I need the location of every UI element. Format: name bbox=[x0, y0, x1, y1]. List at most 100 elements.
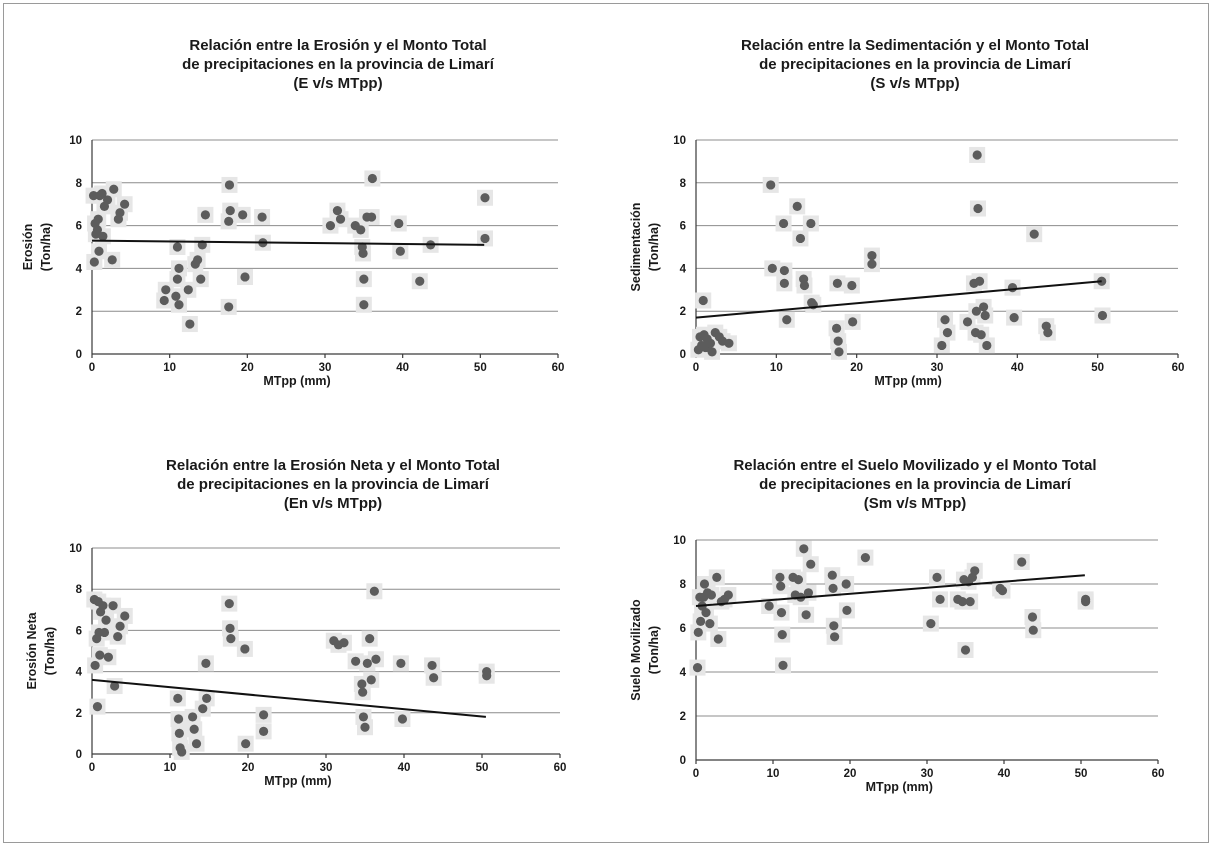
data-point bbox=[120, 611, 130, 621]
data-point bbox=[174, 728, 184, 739]
chart-title-line: de precipitaciones en la provincia de Li… bbox=[759, 56, 1072, 73]
y-tick-label: 2 bbox=[76, 306, 82, 318]
data-point bbox=[847, 280, 857, 291]
x-tick-label: 20 bbox=[844, 768, 857, 780]
data-point bbox=[842, 605, 852, 616]
data-point bbox=[159, 295, 169, 306]
data-point bbox=[997, 586, 1008, 596]
x-tick-label: 10 bbox=[163, 362, 176, 374]
data-point bbox=[801, 610, 811, 620]
data-point bbox=[795, 233, 806, 244]
data-point bbox=[224, 302, 234, 312]
data-point bbox=[976, 330, 986, 340]
data-point bbox=[972, 150, 982, 160]
data-point bbox=[828, 583, 838, 594]
y-tick-label: 6 bbox=[680, 221, 686, 233]
y-axis-title-line: (Ton/ha) bbox=[43, 627, 57, 675]
data-point bbox=[367, 212, 377, 222]
data-point bbox=[982, 340, 992, 351]
data-point bbox=[1027, 612, 1038, 622]
chart-4: Relación entre el Suelo Movilizado y el … bbox=[629, 457, 1164, 794]
data-point bbox=[115, 208, 125, 218]
data-point bbox=[189, 724, 199, 734]
data-point bbox=[359, 300, 369, 310]
data-point bbox=[707, 347, 717, 357]
y-tick-label: 2 bbox=[76, 708, 82, 720]
data-point bbox=[397, 714, 408, 724]
data-point bbox=[778, 218, 789, 229]
chart-title-line: (S v/s MTpp) bbox=[870, 75, 959, 92]
y-tick-label: 8 bbox=[680, 178, 687, 190]
x-tick-label: 60 bbox=[552, 362, 565, 374]
y-tick-label: 6 bbox=[76, 625, 82, 637]
data-point bbox=[776, 581, 786, 591]
data-point bbox=[93, 214, 103, 224]
data-point bbox=[766, 180, 776, 190]
data-point bbox=[830, 632, 840, 642]
x-tick-label: 40 bbox=[1011, 362, 1024, 374]
data-point bbox=[358, 712, 369, 722]
data-point bbox=[696, 616, 706, 627]
y-tick-label: 10 bbox=[673, 535, 686, 547]
data-point bbox=[971, 306, 981, 316]
y-axis-title-line: Erosión bbox=[21, 224, 35, 271]
x-tick-label: 50 bbox=[1075, 768, 1088, 780]
data-point bbox=[335, 214, 346, 224]
data-point bbox=[705, 338, 716, 348]
data-point bbox=[367, 173, 377, 184]
chart-title-line: (En v/s MTpp) bbox=[284, 495, 382, 512]
data-point bbox=[359, 274, 369, 284]
data-point bbox=[92, 702, 103, 712]
data-point bbox=[1097, 310, 1108, 321]
data-point bbox=[712, 572, 722, 583]
data-point bbox=[365, 634, 375, 644]
data-point bbox=[107, 255, 117, 265]
data-point bbox=[191, 739, 202, 749]
y-axis-title-line: (Ton/ha) bbox=[39, 223, 53, 271]
data-point bbox=[110, 681, 120, 691]
data-point bbox=[161, 285, 171, 295]
data-point bbox=[833, 336, 843, 346]
data-point bbox=[1009, 313, 1019, 323]
y-axis-title-line: Suelo Movilizado bbox=[629, 599, 643, 701]
data-point bbox=[108, 601, 118, 611]
x-tick-label: 30 bbox=[931, 362, 944, 374]
data-point bbox=[1028, 625, 1038, 635]
data-point bbox=[325, 221, 336, 231]
x-axis-title: MTpp (mm) bbox=[263, 374, 330, 388]
y-axis-title-line: (Ton/ha) bbox=[647, 223, 661, 271]
data-point bbox=[973, 203, 983, 214]
x-tick-label: 30 bbox=[921, 768, 934, 780]
chart-2: Relación entre la Sedimentación y el Mon… bbox=[629, 37, 1184, 388]
data-point bbox=[932, 572, 942, 583]
y-tick-label: 0 bbox=[76, 749, 82, 761]
data-point bbox=[103, 652, 113, 662]
chart-title-line: Relación entre la Sedimentación y el Mon… bbox=[741, 37, 1089, 54]
data-point bbox=[224, 180, 235, 190]
data-point bbox=[94, 246, 104, 256]
data-point bbox=[259, 726, 269, 736]
data-point bbox=[848, 317, 858, 327]
data-point bbox=[1081, 597, 1091, 607]
data-point bbox=[95, 650, 105, 660]
chart-3: Relación entre la Erosión Neta y el Mont… bbox=[25, 457, 566, 788]
data-point bbox=[962, 317, 973, 327]
data-point bbox=[960, 645, 971, 655]
data-point bbox=[101, 615, 111, 625]
data-point bbox=[803, 588, 814, 598]
data-point bbox=[806, 218, 816, 229]
data-point bbox=[1043, 328, 1053, 338]
data-point bbox=[224, 216, 234, 226]
trend-line bbox=[91, 239, 485, 246]
data-point bbox=[957, 597, 968, 607]
x-tick-label: 60 bbox=[1152, 768, 1165, 780]
data-point bbox=[860, 553, 871, 563]
x-axis-title: MTpp (mm) bbox=[874, 374, 941, 388]
data-point bbox=[1007, 283, 1018, 293]
y-tick-label: 4 bbox=[680, 263, 687, 275]
data-point bbox=[799, 280, 810, 291]
y-tick-label: 10 bbox=[673, 135, 686, 147]
data-point bbox=[109, 184, 119, 194]
data-point bbox=[480, 233, 490, 244]
data-point bbox=[776, 608, 787, 618]
